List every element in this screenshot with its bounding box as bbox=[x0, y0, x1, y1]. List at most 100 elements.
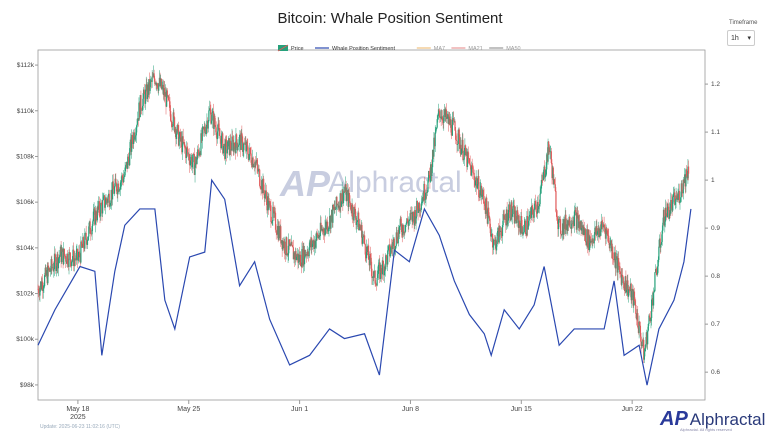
candle-body bbox=[622, 274, 624, 278]
candle-body bbox=[681, 183, 683, 192]
candle-body bbox=[413, 216, 415, 226]
candle-body bbox=[678, 190, 680, 204]
candle-body bbox=[685, 169, 687, 187]
candle-body bbox=[332, 204, 335, 210]
candle-body bbox=[486, 197, 488, 211]
candle-body bbox=[651, 299, 653, 319]
candle-body bbox=[424, 183, 426, 200]
candle-body bbox=[367, 245, 370, 260]
candle-body bbox=[168, 100, 170, 102]
candle-body bbox=[462, 159, 465, 161]
candle-body bbox=[62, 248, 64, 265]
candle-body bbox=[525, 220, 527, 235]
candle-body bbox=[495, 244, 498, 251]
candle-body bbox=[332, 204, 334, 223]
candle-body bbox=[497, 228, 499, 233]
candle-body bbox=[101, 204, 103, 214]
candle-body bbox=[300, 254, 302, 266]
candle-body bbox=[684, 174, 686, 183]
candle-body bbox=[90, 233, 92, 235]
candle-body bbox=[598, 228, 600, 237]
candle-body bbox=[282, 240, 284, 250]
candle-body bbox=[183, 142, 185, 143]
candle-body bbox=[407, 222, 409, 226]
candle-body bbox=[339, 193, 341, 211]
candle-body bbox=[314, 240, 316, 248]
candle-body bbox=[565, 214, 567, 230]
candle-body bbox=[357, 212, 359, 221]
legend-item-label: Whale Position Sentiment bbox=[332, 46, 395, 52]
candle-body bbox=[647, 330, 649, 345]
candle-body bbox=[80, 241, 83, 247]
candle-body bbox=[550, 151, 552, 163]
candle-body bbox=[236, 134, 238, 144]
candle-body bbox=[300, 265, 302, 267]
candle-body bbox=[277, 225, 279, 240]
candle-body bbox=[352, 216, 354, 221]
candle-body bbox=[637, 327, 640, 333]
candle-body bbox=[166, 90, 168, 107]
candle-body bbox=[209, 108, 211, 110]
candle-body bbox=[55, 257, 57, 272]
candle-body bbox=[505, 209, 508, 226]
candle-body bbox=[404, 231, 406, 233]
candle-body bbox=[168, 95, 170, 101]
candle-body bbox=[125, 165, 127, 168]
candle-body bbox=[59, 246, 62, 256]
candle-body bbox=[37, 288, 39, 290]
candle-body bbox=[668, 206, 670, 219]
candle-body bbox=[451, 132, 453, 136]
candle-body bbox=[449, 119, 451, 125]
candle-body bbox=[162, 84, 164, 96]
candle-body bbox=[333, 207, 335, 210]
candle-body bbox=[614, 252, 616, 269]
candle-body bbox=[544, 166, 546, 178]
candle-body bbox=[262, 178, 264, 194]
candle-body bbox=[45, 270, 48, 276]
watermark-text: Alphractal bbox=[328, 166, 461, 199]
candle-body bbox=[651, 298, 653, 300]
candle-body bbox=[235, 134, 237, 154]
candle-body bbox=[390, 245, 392, 253]
candle-body bbox=[86, 239, 89, 245]
candle-body bbox=[392, 242, 394, 249]
candle-body bbox=[534, 200, 537, 205]
candle-body bbox=[154, 82, 157, 84]
candle-body bbox=[635, 304, 637, 314]
candle-body bbox=[244, 142, 246, 144]
timeframe-select[interactable]: 1h ▾ bbox=[727, 30, 755, 46]
candle-body bbox=[102, 199, 104, 214]
candle-body bbox=[207, 121, 209, 129]
candle-body bbox=[245, 141, 248, 152]
candle-body bbox=[98, 201, 100, 214]
candle-body bbox=[637, 313, 639, 328]
candle-body bbox=[676, 195, 678, 198]
candle-body bbox=[643, 339, 645, 360]
candle-body bbox=[313, 240, 315, 249]
candle-body bbox=[303, 249, 306, 265]
candle-body bbox=[640, 336, 642, 346]
candle-body bbox=[75, 259, 77, 261]
candle-body bbox=[189, 160, 191, 166]
candle-body bbox=[550, 151, 552, 152]
candle-body bbox=[236, 143, 238, 151]
candle-body bbox=[160, 78, 162, 87]
candle-body bbox=[596, 226, 598, 235]
candle-body bbox=[646, 332, 648, 345]
candle-body bbox=[683, 179, 685, 183]
candle-body bbox=[525, 234, 527, 236]
candle-body bbox=[529, 211, 531, 215]
candle-body bbox=[99, 213, 101, 217]
candle-body bbox=[606, 230, 609, 236]
candle-body bbox=[245, 142, 247, 152]
candle-body bbox=[268, 200, 270, 210]
candle-body bbox=[217, 123, 219, 132]
candle-body bbox=[388, 244, 390, 247]
candle-body bbox=[623, 283, 626, 292]
candle-body bbox=[530, 205, 533, 218]
candle-body bbox=[289, 244, 291, 246]
candle-body bbox=[414, 210, 416, 226]
candle-body bbox=[649, 315, 651, 318]
y-right-tick-label: 1.1 bbox=[711, 129, 720, 136]
candle-body bbox=[532, 214, 535, 218]
